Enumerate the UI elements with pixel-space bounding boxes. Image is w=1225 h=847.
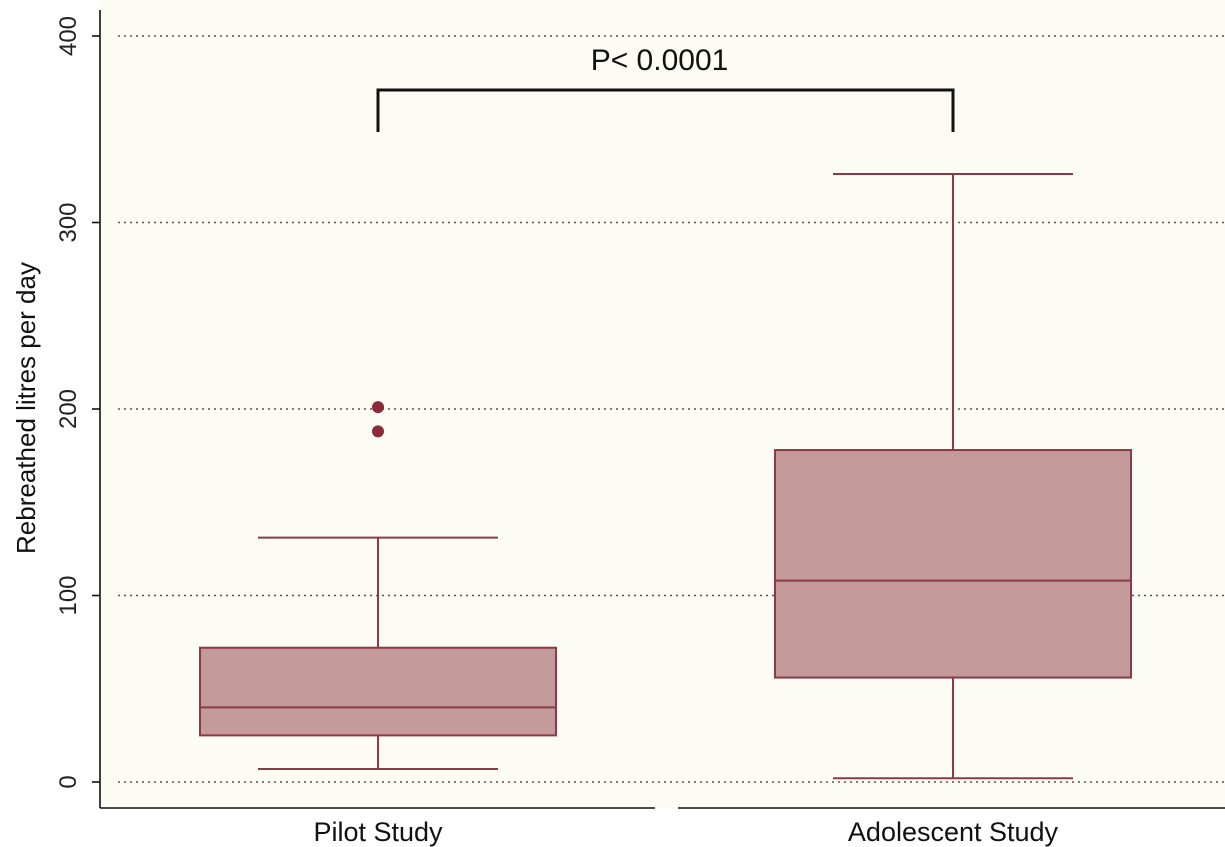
y-axis-ticks: 0 100 200 300 400: [55, 16, 100, 789]
significance-annotation: P< 0.0001: [376, 44, 955, 132]
p-value-label: P< 0.0001: [591, 44, 729, 77]
boxes: [199, 173, 1132, 780]
category-labels: Pilot Study Adolescent Study: [313, 817, 1058, 847]
category-label-pilot: Pilot Study: [313, 817, 443, 847]
iqr-box: [774, 449, 1132, 679]
box-adolescent: [774, 173, 1132, 780]
box-pilot: [199, 401, 557, 770]
significance-bracket: [376, 88, 955, 132]
outlier-point: [372, 425, 384, 438]
tick-label-200: 200: [55, 389, 82, 429]
axes: [99, 10, 1225, 809]
tick-label-300: 300: [55, 202, 82, 242]
y-axis-title: Rebreathed litres per day: [11, 262, 41, 554]
tick-label-400: 400: [55, 16, 82, 56]
outlier-point: [372, 401, 384, 414]
tick-label-0: 0: [55, 775, 82, 788]
category-label-adolescent: Adolescent Study: [848, 817, 1059, 847]
iqr-box: [199, 646, 557, 737]
gridlines: [118, 35, 1225, 783]
tick-label-100: 100: [55, 575, 82, 615]
